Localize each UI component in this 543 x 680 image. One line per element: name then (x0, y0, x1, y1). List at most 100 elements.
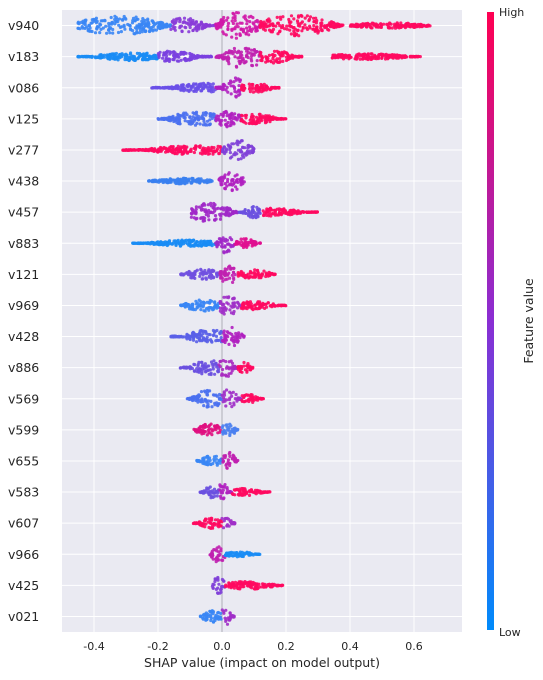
data-point (288, 21, 292, 25)
data-point (202, 613, 206, 617)
data-point (167, 118, 171, 123)
data-point (201, 123, 205, 127)
data-point (373, 55, 377, 59)
data-point (242, 120, 246, 124)
data-point (203, 151, 207, 155)
data-point (223, 616, 227, 620)
data-point (226, 27, 230, 31)
data-point (161, 243, 165, 247)
data-point (213, 518, 218, 522)
data-point (248, 85, 252, 89)
data-point (225, 622, 230, 626)
data-point (220, 516, 224, 521)
data-point (241, 554, 245, 558)
data-point (170, 242, 174, 246)
feature-label: v438 (8, 174, 39, 189)
data-point (251, 148, 255, 152)
data-point (296, 28, 300, 32)
data-point (234, 25, 238, 29)
data-point (102, 53, 106, 57)
data-point (272, 49, 277, 54)
data-point (259, 86, 263, 90)
data-point (210, 405, 214, 409)
data-point (232, 277, 236, 281)
data-point (244, 492, 249, 496)
data-point (215, 549, 219, 553)
data-point (224, 463, 228, 467)
data-point (142, 25, 146, 29)
data-point (145, 148, 149, 152)
data-point (276, 583, 280, 587)
data-point (111, 55, 115, 60)
data-point (173, 28, 177, 32)
data-point (203, 148, 208, 153)
data-point (196, 521, 200, 525)
data-point (233, 49, 237, 54)
data-point (211, 82, 215, 86)
data-point (242, 360, 246, 365)
data-point (260, 272, 264, 276)
data-point (365, 22, 369, 27)
data-point (222, 15, 226, 20)
data-point (201, 240, 206, 244)
data-point (294, 55, 298, 59)
data-point (118, 52, 122, 57)
data-point (231, 121, 235, 125)
data-point (179, 58, 183, 62)
data-point (213, 403, 217, 407)
data-point (416, 22, 420, 27)
data-point (232, 46, 236, 51)
data-point (193, 276, 197, 280)
data-point (269, 22, 273, 26)
feature-label: v607 (8, 516, 39, 531)
data-point (245, 245, 249, 249)
data-point (244, 55, 249, 59)
data-point (97, 25, 101, 29)
data-point (230, 35, 234, 39)
data-point (249, 393, 253, 397)
data-point (227, 206, 232, 210)
data-point (238, 33, 242, 37)
data-point (247, 301, 251, 306)
data-point (311, 27, 315, 31)
data-point (236, 366, 240, 370)
data-point (284, 117, 288, 121)
data-point (178, 179, 182, 183)
data-point (208, 333, 212, 337)
data-point (227, 62, 231, 66)
data-point (250, 63, 254, 67)
data-point (240, 150, 244, 154)
data-point (368, 24, 372, 28)
data-point (300, 14, 304, 18)
data-point (227, 425, 231, 430)
data-point (214, 116, 218, 120)
data-point (229, 586, 233, 590)
data-point (231, 142, 236, 146)
data-point (216, 524, 220, 528)
data-point (280, 25, 284, 29)
data-point (207, 24, 212, 28)
data-point (227, 360, 231, 364)
data-point (182, 16, 187, 20)
data-point (233, 151, 237, 155)
data-point (90, 29, 94, 34)
data-point (222, 295, 226, 299)
data-point (198, 144, 202, 148)
data-point (80, 25, 84, 29)
data-point (302, 210, 306, 214)
data-point (214, 577, 218, 581)
data-point (210, 145, 214, 149)
data-point (398, 23, 402, 27)
data-point (264, 585, 268, 589)
data-point (225, 523, 230, 527)
data-point (205, 300, 209, 304)
x-tick-label: -0.2 (147, 640, 168, 653)
data-point (148, 147, 152, 151)
data-point (223, 271, 227, 275)
data-point (267, 28, 272, 32)
data-point (248, 553, 252, 557)
data-point (223, 110, 227, 114)
data-point (205, 178, 209, 182)
data-point (231, 456, 235, 460)
